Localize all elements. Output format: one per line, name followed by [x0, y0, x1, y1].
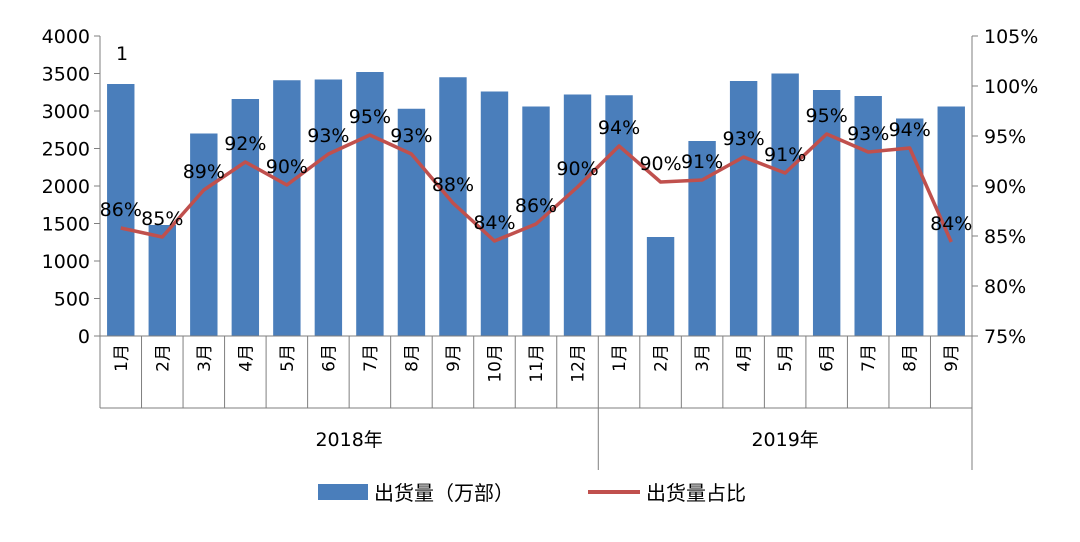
- month-tick-label: 11月: [527, 344, 547, 383]
- month-tick-label: 12月: [569, 344, 589, 383]
- left-axis-tick-label: 1000: [42, 251, 90, 273]
- share-data-label: 94%: [598, 117, 640, 139]
- month-tick-label: 5月: [776, 344, 796, 372]
- share-data-label: 92%: [224, 133, 266, 155]
- share-data-label: 91%: [764, 144, 806, 166]
- shipment-bar: [854, 96, 882, 336]
- share-data-label: 95%: [806, 105, 848, 127]
- month-tick-label: 3月: [195, 344, 215, 372]
- share-data-label: 90%: [556, 158, 598, 180]
- share-data-label: 88%: [432, 174, 474, 196]
- share-data-label: 93%: [723, 128, 765, 150]
- shipment-bar: [439, 77, 467, 336]
- shipment-bar: [273, 80, 301, 336]
- left-axis-tick-label: 3000: [42, 101, 90, 123]
- left-axis-tick-label: 1500: [42, 214, 90, 236]
- share-data-label: 94%: [889, 119, 931, 141]
- month-tick-label: 3月: [693, 344, 713, 372]
- month-tick-label: 7月: [859, 344, 879, 372]
- shipment-bar: [480, 91, 509, 336]
- year-group-label: 2018年: [315, 429, 382, 451]
- left-axis-tick-label: 500: [54, 289, 90, 311]
- share-data-label: 95%: [349, 106, 391, 128]
- shipment-bar: [190, 133, 218, 336]
- shipment-bar: [605, 95, 633, 336]
- year-group-label: 2019年: [751, 429, 818, 451]
- share-data-label: 91%: [681, 151, 723, 173]
- shipment-bar: [107, 84, 135, 336]
- month-tick-label: 7月: [361, 344, 381, 372]
- month-tick-label: 9月: [942, 344, 962, 372]
- right-axis-tick-label: 80%: [984, 276, 1026, 298]
- share-data-label: 86%: [515, 195, 557, 217]
- share-data-label: 90%: [266, 156, 308, 178]
- right-axis-tick-label: 85%: [984, 226, 1026, 248]
- month-tick-label: 4月: [735, 344, 755, 372]
- month-tick-label: 5月: [278, 344, 298, 372]
- left-axis-tick-label: 2000: [42, 176, 90, 198]
- month-tick-label: 9月: [444, 344, 464, 372]
- month-tick-label: 1月: [112, 344, 132, 372]
- share-data-label: 84%: [473, 212, 515, 234]
- shipment-bar: [231, 99, 260, 336]
- shipment-bar: [771, 73, 799, 336]
- legend-label-share: 出货量占比: [646, 481, 746, 505]
- left-axis-tick-label: 0: [78, 326, 90, 348]
- shipment-bar: [896, 118, 924, 336]
- shipment-bar: [148, 225, 176, 336]
- shipment-bar: [314, 79, 343, 336]
- share-data-label: 84%: [930, 213, 972, 235]
- month-tick-label: 2月: [652, 344, 672, 372]
- month-tick-label: 8月: [402, 344, 422, 372]
- month-tick-label: 6月: [818, 344, 838, 372]
- right-axis-tick-label: 75%: [984, 326, 1026, 348]
- shipment-bar: [812, 90, 841, 336]
- month-tick-label: 1月: [610, 344, 630, 372]
- left-axis-tick-label: 4000: [42, 26, 90, 48]
- left-axis-tick-label: 3500: [42, 64, 90, 86]
- right-axis-tick-label: 105%: [984, 26, 1038, 48]
- share-line: [120, 132, 953, 243]
- share-data-label: 85%: [141, 208, 183, 230]
- share-data-label: 90%: [639, 153, 681, 175]
- shipment-bar: [356, 72, 384, 336]
- share-data-label: 93%: [307, 125, 349, 147]
- month-tick-label: 10月: [485, 344, 505, 383]
- shipment-bar: [522, 106, 550, 336]
- shipment-bar: [397, 108, 426, 336]
- right-axis-tick-label: 100%: [984, 76, 1038, 98]
- corner-label: 1: [116, 43, 128, 65]
- share-data-label: 86%: [100, 199, 142, 221]
- month-tick-label: 6月: [319, 344, 339, 372]
- share-data-label: 93%: [390, 125, 432, 147]
- month-tick-label: 8月: [901, 344, 921, 372]
- right-axis-tick-label: 95%: [984, 126, 1026, 148]
- month-tick-label: 2月: [153, 344, 173, 372]
- share-data-label: 89%: [183, 161, 225, 183]
- legend-label-shipments: 出货量（万部）: [374, 481, 514, 505]
- right-axis-tick-label: 90%: [984, 176, 1026, 198]
- shipment-bar: [563, 94, 592, 336]
- left-axis-tick-label: 2500: [42, 139, 90, 161]
- shipment-bar: [646, 237, 675, 336]
- month-tick-label: 4月: [236, 344, 256, 372]
- legend-bar-swatch: [318, 484, 368, 500]
- shipment-bar: [729, 81, 758, 336]
- share-data-label: 93%: [847, 123, 889, 145]
